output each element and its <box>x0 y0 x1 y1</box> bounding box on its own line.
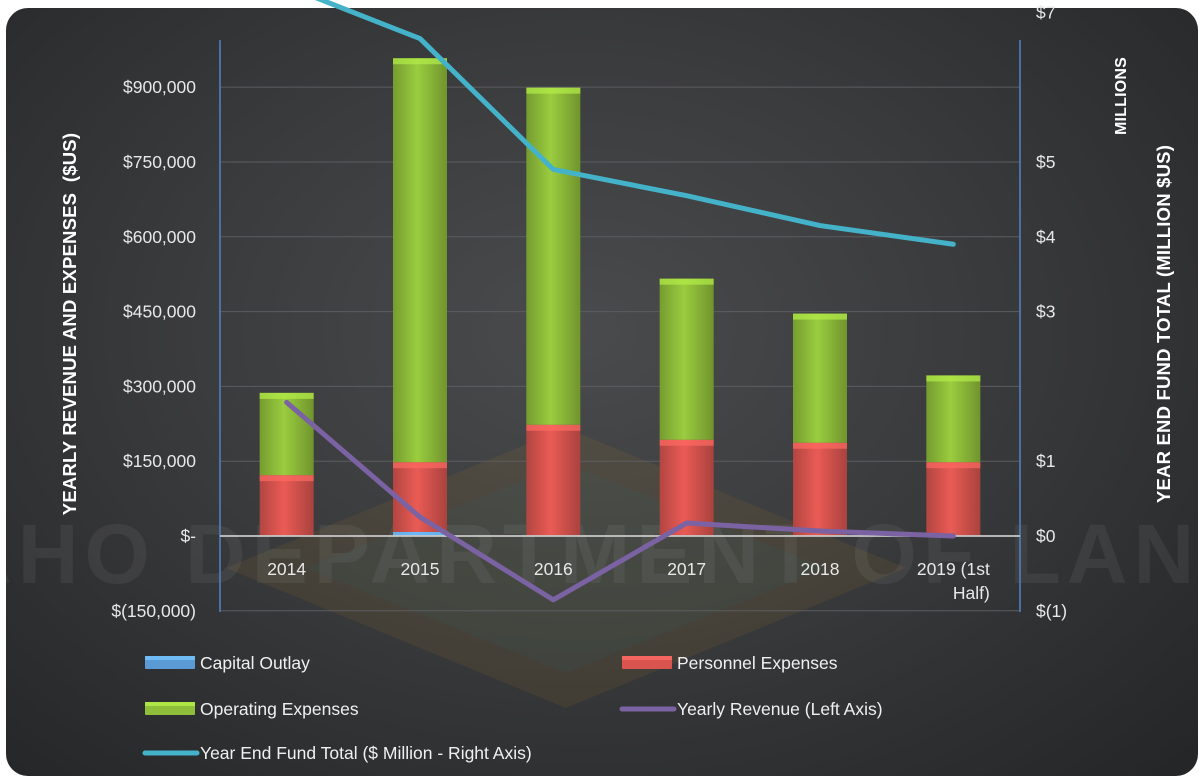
bar-highlight-operating-expenses <box>926 375 981 382</box>
legend-label: Year End Fund Total ($ Million - Right A… <box>200 743 532 763</box>
right-tick-label: $7 <box>1036 2 1055 22</box>
legend-swatch-highlight <box>145 656 195 660</box>
category-label: 2018 <box>801 559 840 579</box>
bar-personnel-expenses <box>526 424 581 536</box>
category-label: Half) <box>953 583 990 603</box>
bar-operating-expenses <box>793 313 847 443</box>
left-axis-title: YEARLY REVENUE AND EXPENSES ($US) <box>59 133 80 515</box>
right-axis-title: YEAR END FUND TOTAL (MILLION $US) <box>1153 145 1174 503</box>
left-tick-label: $900,000 <box>123 77 196 97</box>
category-label: 2016 <box>534 559 573 579</box>
right-tick-label: $(1) <box>1036 601 1067 621</box>
category-label: 2014 <box>267 559 306 579</box>
legend-swatch-highlight <box>145 702 195 706</box>
bar-highlight-personnel-expenses <box>259 475 314 482</box>
bar-highlight-personnel-expenses <box>926 462 981 469</box>
bar-operating-expenses <box>393 58 447 463</box>
bar-highlight-operating-expenses <box>659 278 714 285</box>
bar-highlight-operating-expenses <box>393 58 447 65</box>
bar-highlight-operating-expenses <box>526 87 581 94</box>
bar-highlight-operating-expenses <box>793 313 847 320</box>
line-yearly-revenue-left-axis- <box>284 399 956 603</box>
bar-highlight-operating-expenses <box>259 392 314 399</box>
bar-personnel-expenses <box>393 462 447 533</box>
bar-personnel-expenses <box>926 462 981 536</box>
category-label: 2015 <box>401 559 440 579</box>
bar-highlight-personnel-expenses <box>526 424 581 431</box>
gridlines <box>220 86 1020 612</box>
bar-highlight-personnel-expenses <box>393 462 447 469</box>
left-tick-label: $600,000 <box>123 227 196 247</box>
category-label: 2017 <box>667 559 706 579</box>
bar-operating-expenses <box>659 278 714 440</box>
bars <box>259 58 981 536</box>
right-axis-units-label: MILLIONS <box>1113 57 1130 135</box>
left-tick-label: $(150,000) <box>111 601 196 621</box>
bar-highlight-capital-outlay <box>393 532 447 536</box>
bar-highlight-personnel-expenses <box>793 442 847 449</box>
axes <box>219 40 1021 612</box>
right-tick-label: $4 <box>1036 227 1056 247</box>
legend-label: Yearly Revenue (Left Axis) <box>677 699 883 719</box>
right-tick-label: $3 <box>1036 302 1055 322</box>
bar-personnel-expenses <box>659 439 714 536</box>
watermark-text: IDAHO DEPARTMENT OF LANDS <box>6 507 1198 601</box>
right-tick-label: $1 <box>1036 451 1055 471</box>
legend-label: Personnel Expenses <box>677 653 838 673</box>
bar-operating-expenses <box>926 375 981 463</box>
legend-swatch-highlight <box>622 656 672 660</box>
tick-labels: $(150,000) $- $150,000 $300,000 $450,000 $600… <box>111 2 1067 621</box>
right-tick-label: $5 <box>1036 152 1055 172</box>
bar-personnel-expenses <box>259 475 314 536</box>
left-tick-label: $- <box>180 526 196 546</box>
legend-label: Capital Outlay <box>200 653 310 673</box>
left-tick-label: $450,000 <box>123 302 196 322</box>
legend-label: Operating Expenses <box>200 699 359 719</box>
series-lines <box>284 0 956 603</box>
legend: Capital Outlay Personnel Expenses Operatin… <box>142 653 883 763</box>
line-year-end-fund-total-million-right-axis- <box>314 0 956 247</box>
left-tick-label: $300,000 <box>123 376 196 396</box>
left-tick-label: $150,000 <box>123 451 196 471</box>
bar-highlight-personnel-expenses <box>659 439 714 446</box>
right-tick-label: $0 <box>1036 526 1056 546</box>
left-tick-label: $750,000 <box>123 152 196 172</box>
bar-operating-expenses <box>259 392 314 476</box>
bar-personnel-expenses <box>793 442 847 536</box>
category-label: 2019 (1st <box>917 559 990 579</box>
bar-operating-expenses <box>526 87 581 425</box>
